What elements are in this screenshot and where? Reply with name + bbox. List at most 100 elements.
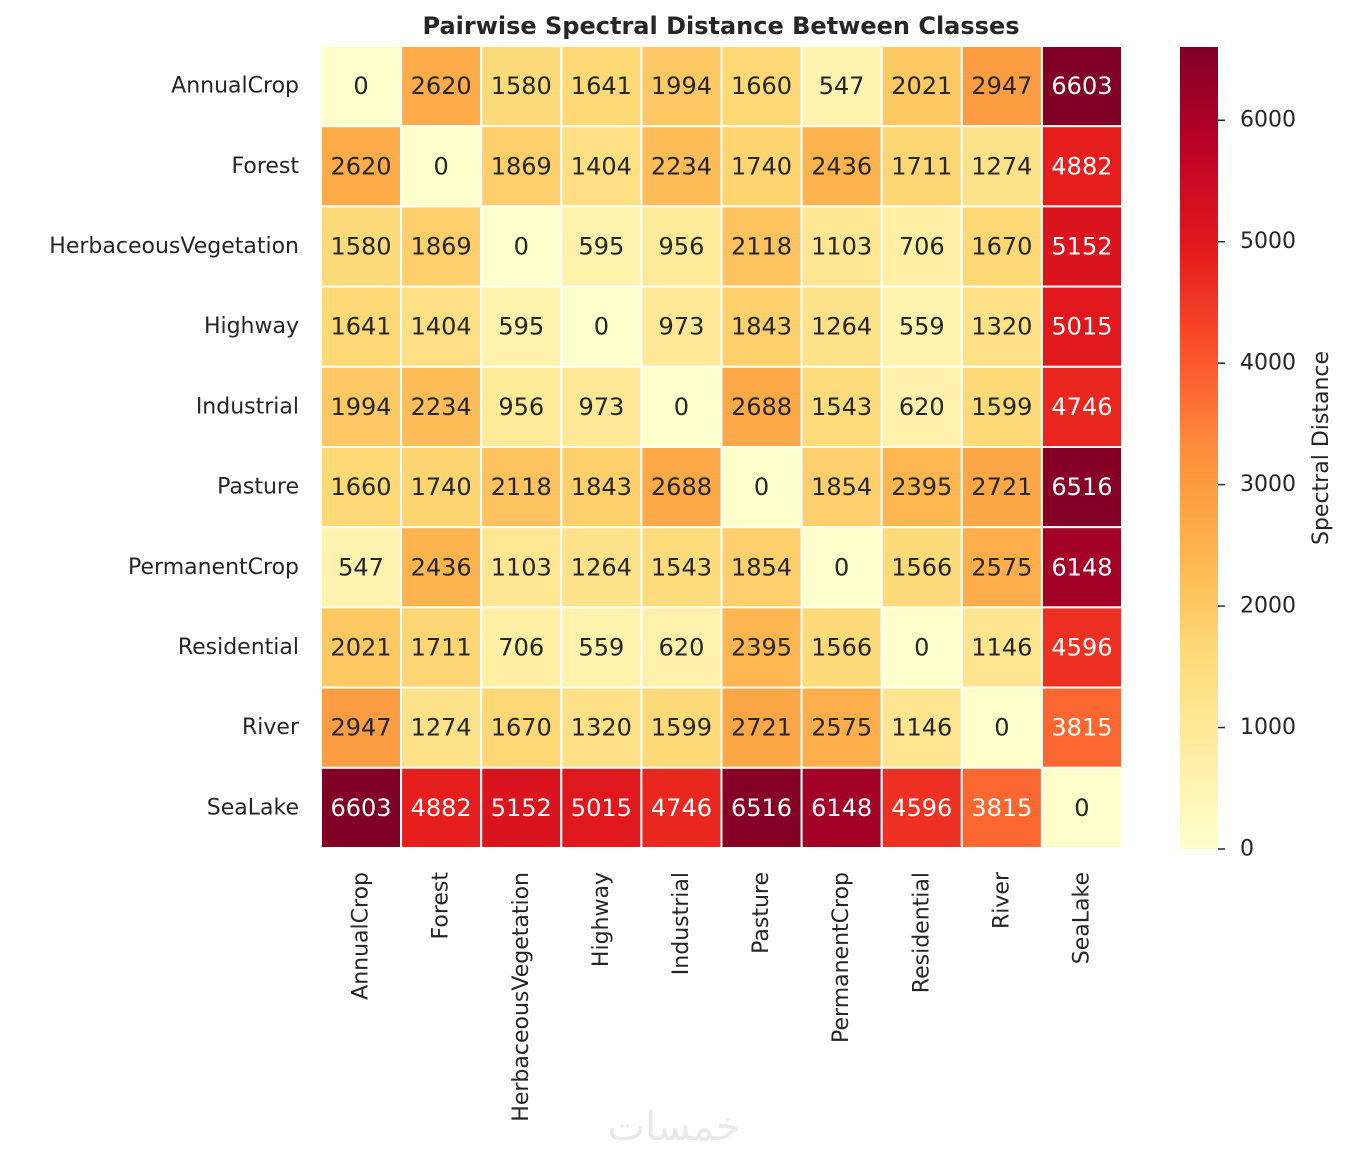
cell-value-label: 6148: [1051, 553, 1112, 581]
cell-value-label: 1274: [971, 152, 1032, 180]
cell-value-label: 1641: [571, 72, 632, 100]
heatmap-cell: [960, 446, 1043, 529]
cell-value-label: 4746: [1051, 393, 1112, 421]
cell-value-label: 595: [498, 313, 544, 341]
cell-value-label: 1580: [331, 233, 392, 261]
heatmap-cell: [960, 766, 1043, 849]
heatmap-cell: [720, 526, 803, 609]
heatmap-cell: [880, 365, 963, 448]
heatmap-cell: [480, 205, 563, 288]
cell-value-label: 2688: [651, 473, 712, 501]
heatmap-cell: [400, 766, 483, 849]
cell-value-label: 4596: [1051, 634, 1112, 662]
column-label: PermanentCrop: [829, 872, 854, 1043]
colorbar-tick-label: 1000: [1240, 715, 1296, 740]
cell-value-label: 1660: [331, 473, 392, 501]
heatmap-cell: [320, 686, 403, 769]
heatmap-cell: [640, 686, 723, 769]
cell-value-label: 0: [594, 313, 609, 341]
cell-value-label: 2118: [491, 473, 552, 501]
row-label: River: [242, 715, 300, 740]
cell-value-label: 1566: [811, 634, 872, 662]
heatmap-cell: [800, 526, 883, 609]
heatmap-cell: [720, 446, 803, 529]
heatmap-cell: [880, 45, 963, 128]
cell-value-label: 6603: [331, 794, 392, 822]
cell-value-label: 973: [659, 313, 705, 341]
cell-value-label: 1566: [891, 553, 952, 581]
cell-value-label: 2575: [811, 714, 872, 742]
cell-value-label: 1580: [491, 72, 552, 100]
cell-value-label: 1274: [411, 714, 472, 742]
heatmap-cell: [880, 205, 963, 288]
colorbar-tick-label: 3000: [1240, 472, 1296, 497]
cell-value-label: 973: [578, 393, 624, 421]
heatmap-cell: [480, 686, 563, 769]
column-label: River: [989, 871, 1014, 929]
column-label: Pasture: [749, 872, 774, 954]
cell-value-label: 1543: [651, 553, 712, 581]
cell-value-label: 559: [578, 634, 624, 662]
cell-value-label: 0: [1074, 794, 1089, 822]
colorbar-tick-label: 4000: [1240, 351, 1296, 376]
cell-value-label: 1854: [811, 473, 872, 501]
heatmap-cell: [560, 125, 643, 208]
heatmap-cell: [560, 766, 643, 849]
heatmap-cell: [400, 606, 483, 689]
cell-value-label: 2234: [411, 393, 472, 421]
cell-value-label: 2118: [731, 233, 792, 261]
cell-value-label: 1320: [571, 714, 632, 742]
cell-value-label: 2721: [731, 714, 792, 742]
cell-value-label: 2395: [891, 473, 952, 501]
row-label: PermanentCrop: [128, 555, 299, 580]
colorbar-tick-label: 0: [1240, 837, 1254, 862]
heatmap-cell: [400, 205, 483, 288]
heatmap-cell: [1040, 125, 1124, 208]
cell-value-label: 2620: [411, 72, 472, 100]
watermark: خمسات: [607, 1104, 740, 1150]
row-label: Industrial: [196, 394, 299, 419]
cell-value-label: 1740: [731, 152, 792, 180]
cell-value-label: 1103: [811, 233, 872, 261]
cell-value-label: 706: [899, 233, 945, 261]
heatmap-cell: [800, 365, 883, 448]
cell-value-label: 6603: [1051, 72, 1112, 100]
cell-value-label: 6516: [731, 794, 792, 822]
colorbar-label: Spectral Distance: [1309, 351, 1334, 545]
cell-value-label: 1740: [411, 473, 472, 501]
heatmap-cell: [1040, 365, 1124, 448]
cell-value-label: 2721: [971, 473, 1032, 501]
row-label: Forest: [231, 154, 299, 179]
cell-value-label: 6148: [811, 794, 872, 822]
heatmap-cell: [320, 446, 403, 529]
heatmap-cell: [400, 45, 483, 128]
heatmap-cell: [720, 606, 803, 689]
colorbar-tick-label: 6000: [1240, 108, 1296, 133]
heatmap-cell: [1040, 205, 1124, 288]
heatmap-cell: [1040, 45, 1124, 128]
row-labels: AnnualCrop Forest HerbaceousVegetation High…: [49, 74, 300, 821]
cell-value-label: 5152: [491, 794, 552, 822]
column-label: Residential: [909, 872, 934, 993]
heatmap-cell: [720, 285, 803, 368]
cell-value-label: 3815: [971, 794, 1032, 822]
heatmap-cell: [1040, 285, 1124, 368]
cell-value-label: 595: [578, 233, 624, 261]
heatmap-cell: [1040, 526, 1124, 609]
cell-value-label: 0: [754, 473, 769, 501]
heatmap-cell: [560, 526, 643, 609]
cell-value-label: 1146: [891, 714, 952, 742]
heatmap-cell: [720, 766, 803, 849]
cell-value-label: 2436: [811, 152, 872, 180]
heatmap-cell: [400, 365, 483, 448]
heatmap-cell: [320, 766, 403, 849]
cell-value-label: 1711: [891, 152, 952, 180]
cell-value-label: 1660: [731, 72, 792, 100]
cell-value-label: 2947: [971, 72, 1032, 100]
cell-value-label: 620: [899, 393, 945, 421]
heatmap-cell: [320, 526, 403, 609]
cell-value-label: 2234: [651, 152, 712, 180]
heatmap-cell: [960, 606, 1043, 689]
heatmap-cell: [560, 606, 643, 689]
heatmap-cell: [1040, 686, 1124, 769]
